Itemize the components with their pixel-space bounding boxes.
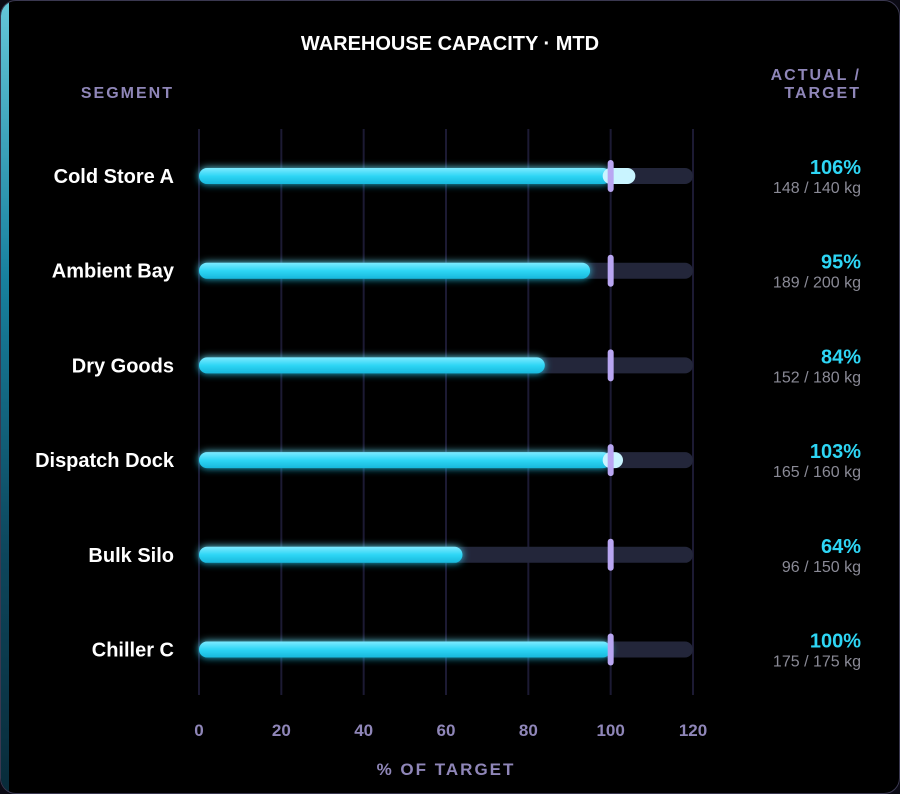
percent-label: 95% bbox=[821, 252, 861, 274]
bar-row: Dispatch Dock 103%165 / 160 kg bbox=[35, 441, 861, 481]
x-tick-label: 0 bbox=[194, 721, 203, 740]
bar bbox=[199, 641, 611, 658]
segment-label: Dry Goods bbox=[72, 355, 174, 377]
target-marker bbox=[607, 254, 614, 287]
chart-title: WAREHOUSE CAPACITY · MTD bbox=[301, 33, 599, 55]
actual-target-label: 152 / 180 kg bbox=[773, 369, 861, 386]
percent-label: 84% bbox=[821, 346, 861, 368]
bar-row: Dry Goods 84%152 / 180 kg bbox=[72, 346, 861, 386]
x-tick-label: 100 bbox=[596, 721, 624, 740]
segment-label: Ambient Bay bbox=[52, 261, 175, 283]
target-marker bbox=[607, 538, 614, 571]
x-tick-label: 120 bbox=[679, 721, 707, 740]
bar-row: Chiller C 100%175 / 175 kg bbox=[92, 631, 861, 671]
actual-target-label: 165 / 160 kg bbox=[773, 464, 861, 481]
segment-label: Dispatch Dock bbox=[35, 450, 175, 472]
segment-header: SEGMENT bbox=[81, 85, 174, 102]
x-tick-label: 40 bbox=[354, 721, 373, 740]
bar-row: Ambient Bay 95%189 / 200 kg bbox=[52, 252, 861, 292]
bars: Cold Store A 106%148 / 140 kg Ambient Bay 9… bbox=[35, 157, 861, 671]
gridlines bbox=[198, 129, 694, 695]
segment-label: Chiller C bbox=[92, 640, 174, 662]
percent-label: 64% bbox=[821, 536, 861, 558]
bar-row: Bulk Silo 64%96 / 150 kg bbox=[88, 536, 861, 576]
target-marker bbox=[607, 160, 614, 192]
x-tick-label: 20 bbox=[272, 721, 291, 740]
bar bbox=[199, 357, 545, 374]
x-tick-label: 60 bbox=[437, 721, 456, 740]
actual-target-label: 96 / 150 kg bbox=[782, 559, 861, 576]
target-marker bbox=[607, 633, 614, 666]
target-marker bbox=[607, 444, 614, 477]
percent-label: 103% bbox=[810, 441, 861, 463]
bar bbox=[199, 168, 611, 184]
bar-row: Cold Store A 106%148 / 140 kg bbox=[54, 157, 862, 197]
actual-target-label: 189 / 200 kg bbox=[773, 275, 861, 292]
value-header-line2: TARGET bbox=[784, 85, 861, 102]
bar bbox=[199, 452, 611, 469]
x-axis-title: % OF TARGET bbox=[377, 760, 516, 779]
x-tick-label: 80 bbox=[519, 721, 538, 740]
x-axis-ticks: 0 20 40 60 80 100 120 bbox=[194, 721, 707, 740]
percent-label: 100% bbox=[810, 631, 861, 653]
accent-strip bbox=[1, 1, 9, 793]
percent-label: 106% bbox=[810, 157, 861, 179]
actual-target-label: 148 / 140 kg bbox=[773, 180, 861, 197]
target-marker bbox=[607, 349, 614, 382]
segment-label: Bulk Silo bbox=[88, 545, 174, 567]
bar bbox=[199, 262, 591, 279]
value-header-line1: ACTUAL / bbox=[771, 67, 861, 84]
bar-overflow bbox=[602, 168, 636, 184]
segment-label: Cold Store A bbox=[54, 166, 174, 188]
bar bbox=[199, 546, 463, 563]
actual-target-label: 175 / 175 kg bbox=[773, 654, 861, 671]
